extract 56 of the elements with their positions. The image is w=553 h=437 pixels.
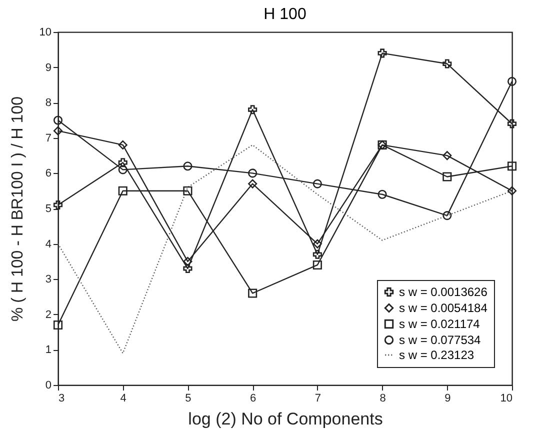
point bbox=[53, 116, 63, 125]
y-tick-label: 9 bbox=[45, 62, 52, 74]
y-tick-label: 8 bbox=[45, 97, 52, 110]
x-tick-label: 4 bbox=[120, 392, 126, 404]
y-tick-label: 4 bbox=[45, 238, 52, 250]
legend-label: s w = 0.23123 bbox=[399, 348, 474, 362]
point bbox=[442, 151, 452, 160]
y-tick-label: 5 bbox=[45, 203, 52, 215]
point bbox=[248, 105, 258, 114]
x-axis-title: log (2) No of Components bbox=[188, 410, 383, 428]
point bbox=[53, 200, 63, 210]
y-tick-label: 1 bbox=[45, 344, 52, 356]
point bbox=[183, 162, 192, 171]
y-axis-title: % ( H 100 - H BR100 I ) / H 100 bbox=[9, 96, 26, 322]
x-tick-label: 10 bbox=[500, 392, 512, 404]
y-tick-label: 10 bbox=[39, 26, 52, 38]
legend-label: s w = 0.021174 bbox=[399, 317, 480, 331]
y-tick-label: 2 bbox=[45, 308, 52, 321]
point bbox=[507, 119, 517, 128]
x-tick-label: 8 bbox=[380, 392, 386, 404]
point bbox=[183, 186, 192, 196]
x-tick-label: 7 bbox=[314, 392, 321, 404]
point bbox=[53, 320, 63, 330]
point bbox=[312, 179, 322, 188]
point bbox=[312, 239, 322, 248]
y-tick-label: 0 bbox=[45, 380, 52, 392]
legend-label: s w = 0.077534 bbox=[399, 333, 482, 347]
point bbox=[248, 168, 258, 178]
point bbox=[442, 172, 452, 182]
y-tick-label: 6 bbox=[45, 168, 52, 180]
point bbox=[442, 59, 452, 68]
point bbox=[378, 48, 387, 58]
point bbox=[442, 211, 452, 220]
point bbox=[507, 186, 517, 196]
point bbox=[118, 165, 128, 174]
point bbox=[248, 179, 258, 188]
point bbox=[118, 158, 128, 168]
legend-label: s w = 0.0054184 bbox=[399, 301, 488, 315]
point bbox=[118, 140, 128, 150]
legend-label: s w = 0.0013626 bbox=[399, 285, 488, 299]
point bbox=[312, 260, 322, 270]
x-tick-label: 5 bbox=[185, 392, 192, 404]
point bbox=[507, 162, 517, 171]
y-tick-label: 7 bbox=[45, 132, 52, 144]
x-tick-label: 9 bbox=[444, 392, 451, 404]
point bbox=[118, 186, 128, 196]
point bbox=[53, 126, 63, 136]
point bbox=[378, 190, 387, 199]
point bbox=[507, 76, 517, 86]
point bbox=[312, 250, 322, 259]
y-tick-label: 3 bbox=[45, 274, 52, 286]
x-tick-label: 6 bbox=[250, 392, 256, 404]
x-tick-label: 3 bbox=[58, 392, 65, 404]
point bbox=[183, 264, 192, 274]
point bbox=[248, 288, 258, 298]
chart-title: H 100 bbox=[264, 6, 306, 23]
